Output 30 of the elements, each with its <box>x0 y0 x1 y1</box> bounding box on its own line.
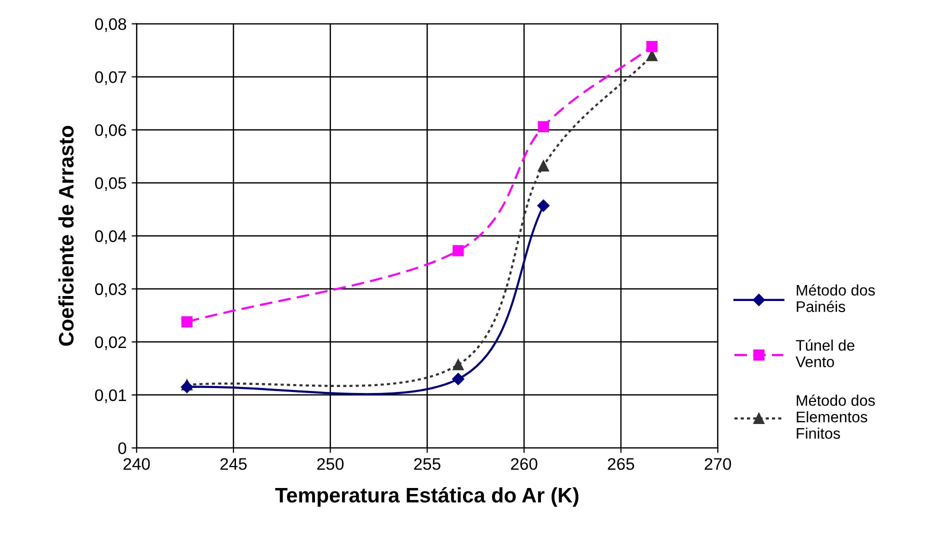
point <box>452 372 464 386</box>
x-tick-label: 245 <box>220 458 247 470</box>
x-axis-title: Temperatura Estática do Ar (K) <box>275 487 578 507</box>
x-tick-label: 260 <box>511 458 538 470</box>
y-axis-title: Coeficiente de Arrasto <box>58 126 74 346</box>
point <box>452 359 464 370</box>
y-tick-label: 0,02 <box>95 336 126 350</box>
y-tick-label: 0,05 <box>95 177 126 192</box>
x-tick-label: 240 <box>124 458 150 470</box>
x-tick-label: 250 <box>317 458 344 470</box>
x-tick-label: 265 <box>608 458 634 470</box>
y-tick-label: 0,01 <box>95 389 126 404</box>
y-tick-label: 0,07 <box>95 71 126 85</box>
y-tick-label: 0,04 <box>95 230 126 244</box>
y-tick-label: 0,03 <box>95 283 126 298</box>
point <box>181 316 193 328</box>
point <box>452 245 464 256</box>
y-tick-label: 0 <box>118 442 126 454</box>
point <box>180 380 194 394</box>
y-tick-label: 0,06 <box>95 124 126 138</box>
y-tick-label: 0,08 <box>95 18 126 32</box>
point <box>538 160 549 172</box>
point <box>538 121 549 132</box>
legend-label: Método dos Elementos Finitos <box>796 394 875 439</box>
legend-label: Método dos Painéis <box>796 284 875 312</box>
x-tick-label: 255 <box>414 458 440 470</box>
point <box>537 200 550 212</box>
point <box>646 41 658 52</box>
legend-label: Túnel de Vento <box>796 339 854 368</box>
x-tick-label: 270 <box>704 458 732 470</box>
